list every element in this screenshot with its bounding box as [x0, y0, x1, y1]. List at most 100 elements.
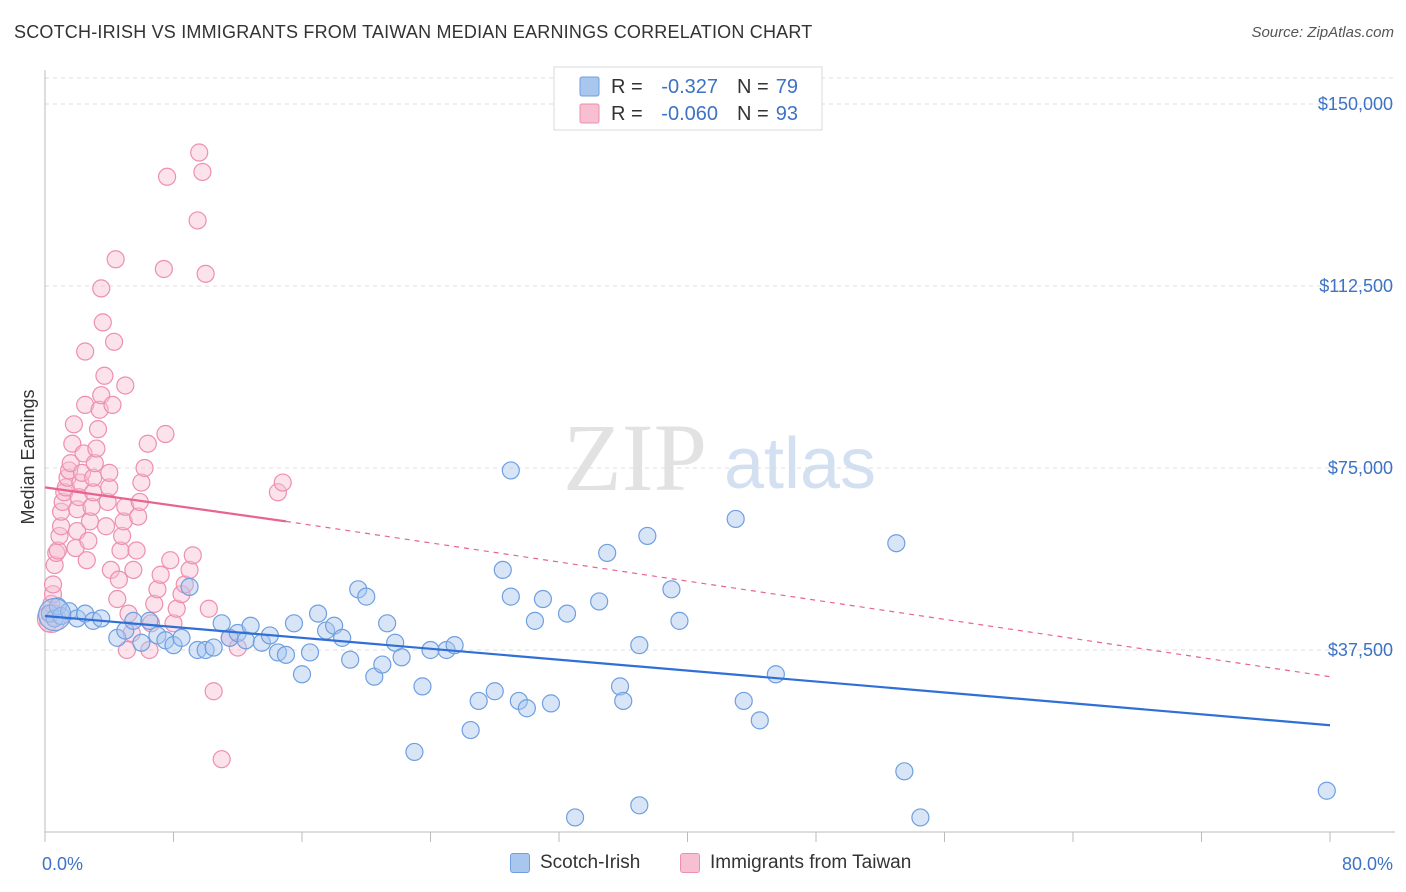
legend-r-value-1: -0.060 [661, 103, 718, 125]
x-tick-label-left: 0.0% [42, 854, 83, 874]
taiwan-point-82 [188, 211, 207, 230]
scotch-irish-point-57 [517, 699, 536, 718]
y-tick-label-2: $112,500 [1319, 276, 1393, 296]
scotch-irish-point-76 [766, 665, 785, 684]
scotch-irish-point-21 [204, 638, 223, 657]
axes [44, 70, 1395, 842]
taiwan-point-57 [117, 640, 137, 660]
legend-swatch-0 [579, 76, 600, 97]
legend-r-label-1: R = [611, 103, 643, 125]
scotch-irish-point-66 [610, 677, 630, 696]
trend-lines [44, 486, 1331, 727]
scotch-irish-point-42 [373, 655, 392, 674]
y-tick-label-0: $37,500 [1328, 640, 1393, 660]
taiwan-point-65 [135, 458, 154, 478]
scotch-irish-point-54 [493, 560, 512, 580]
scotch-irish-point-59 [525, 611, 545, 630]
x-tick-label-right: 80.0% [1342, 854, 1393, 874]
scotch-irish-point-47 [413, 677, 432, 696]
scotch-irish-point-33 [300, 643, 320, 662]
taiwan-point-73 [156, 424, 175, 444]
scotch-irish-point-71 [662, 580, 681, 599]
scotch-irish-point-78 [895, 762, 914, 781]
scotch-irish-point-61 [541, 694, 561, 713]
taiwan-point-86 [199, 599, 218, 618]
scotch-irish-point-79 [911, 808, 930, 827]
taiwan-point-72 [154, 259, 173, 279]
watermark-atlas: atlas [724, 424, 876, 504]
taiwan-point-18 [64, 415, 84, 434]
taiwan-point-75 [161, 551, 180, 570]
watermark-zip: ZIP [563, 404, 707, 511]
taiwan-point-81 [183, 546, 202, 565]
taiwan-point-51 [109, 570, 128, 589]
taiwan-point-42 [96, 517, 116, 536]
watermark: ZIP atlas [563, 404, 876, 511]
scotch-irish-cluster-point [38, 597, 72, 632]
scotch-irish-point-40 [357, 587, 376, 606]
taiwan-point-92 [273, 473, 292, 492]
taiwan-point-74 [157, 167, 177, 186]
scotch-irish-point-63 [565, 808, 585, 827]
taiwan-point-39 [92, 279, 111, 298]
scotch-irish-point-26 [241, 616, 260, 635]
legend-r-label-0: R = [611, 76, 643, 98]
taiwan-point-69 [145, 594, 164, 613]
scotch-irish-point-64 [590, 592, 609, 611]
taiwan-point-53 [112, 526, 132, 546]
legend-item-scotch-irish: Scotch-Irish [510, 852, 640, 874]
taiwan-point-24 [72, 463, 92, 482]
scotch-irish-point-46 [405, 742, 424, 762]
taiwan-point-64 [132, 473, 151, 492]
series-scotch-irish-points [38, 461, 1336, 827]
scotch-irish-point-2 [48, 597, 67, 616]
scotch-irish-point-68 [630, 636, 649, 655]
scotch-irish-point-70 [638, 526, 657, 546]
tick-labels: $37,500 $75,000 $112,500 $150,000 0.0% 80.0% [42, 94, 1393, 874]
legend-n-label-1: N = [737, 103, 769, 125]
scotch-irish-point-69 [630, 796, 649, 815]
taiwan-point-4 [43, 575, 63, 594]
scotch-irish-point-75 [750, 711, 769, 730]
scotch-irish-point-74 [734, 691, 753, 711]
taiwan-point-48 [104, 332, 124, 351]
y-axis-label: Median Earnings [18, 389, 38, 524]
scotch-irish-point-38 [341, 650, 360, 669]
source-note: Source: ZipAtlas.com [1251, 24, 1394, 41]
scotch-irish-point-80 [1317, 781, 1336, 800]
scotch-irish-point-17 [172, 628, 191, 647]
legend-n-label-0: N = [737, 76, 769, 98]
legend-n-value-0: 79 [776, 76, 798, 98]
taiwan-point-91 [268, 483, 288, 502]
scotch-irish-point-18 [180, 577, 199, 596]
scotch-irish-point-55 [501, 587, 520, 606]
scotch-irish-point-60 [533, 589, 553, 609]
taiwan-point-83 [190, 143, 209, 162]
y-tick-label-1: $75,000 [1328, 458, 1393, 478]
legend-item-taiwan: Immigrants from Taiwan [680, 852, 911, 874]
taiwan-point-56 [116, 376, 135, 395]
scotch-irish-point-67 [614, 691, 633, 711]
bottom-legend: Scotch-Irish Immigrants from Taiwan [0, 852, 1406, 880]
taiwan-point-36 [88, 420, 108, 439]
taiwan-point-26 [76, 395, 95, 414]
taiwan-point-60 [124, 560, 143, 580]
taiwan-point-45 [100, 463, 119, 482]
taiwan-point-40 [93, 313, 112, 332]
taiwan-point-47 [103, 395, 122, 414]
y-tick-label-3: $150,000 [1318, 94, 1393, 114]
trend-line-taiwan [44, 486, 287, 523]
taiwan-point-7 [48, 541, 67, 560]
scotch-irish-point-12 [132, 633, 151, 652]
scotch-irish-point-65 [598, 543, 617, 563]
taiwan-point-29 [79, 531, 98, 550]
taiwan-point-41 [95, 366, 114, 385]
taiwan-point-66 [138, 434, 157, 453]
scotch-irish-point-51 [461, 720, 480, 740]
series-taiwan-points [36, 143, 292, 769]
legend-label-scotch-irish: Scotch-Irish [540, 852, 641, 873]
scotch-irish-point-31 [284, 614, 304, 633]
taiwan-point-35 [87, 439, 106, 458]
trend-line-scotch-irish [44, 614, 1331, 727]
scotch-irish-point-30 [276, 645, 296, 664]
